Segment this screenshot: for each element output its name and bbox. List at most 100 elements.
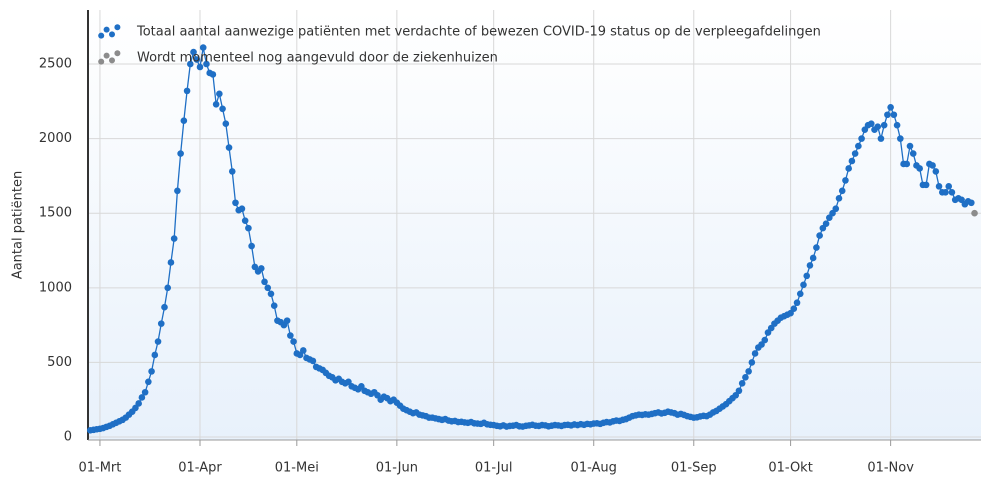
data-point [299, 347, 307, 354]
data-point [855, 142, 862, 150]
data-point [948, 189, 956, 196]
x-tick-label: 01-Aug [571, 461, 617, 476]
data-point [219, 105, 226, 113]
data-point [212, 100, 220, 108]
data-point [897, 135, 904, 142]
data-point [893, 121, 901, 129]
grid [88, 10, 981, 440]
data-point [813, 244, 820, 251]
plot-background [88, 10, 981, 440]
data-point [803, 272, 811, 280]
data-point [248, 242, 255, 250]
data-point [761, 336, 769, 344]
legend-label: Totaal aantal aanwezige patiënten met ve… [136, 25, 821, 40]
data-point [809, 254, 817, 262]
legend-symbol [98, 32, 105, 39]
legend-symbol [98, 58, 105, 65]
data-point [793, 299, 801, 307]
data-point [822, 220, 830, 227]
x-tick-label: 01-Mei [275, 461, 319, 476]
data-point [222, 120, 230, 127]
data-point [922, 181, 930, 189]
data-point [748, 359, 756, 366]
data-point [196, 63, 204, 71]
data-point [838, 187, 846, 195]
data-point [929, 162, 936, 169]
legend-symbol [114, 24, 121, 31]
legend-symbol [109, 57, 115, 64]
data-point [735, 387, 743, 395]
legend-symbol [103, 26, 110, 33]
data-point [241, 217, 249, 224]
data-point [190, 48, 197, 56]
data-point [180, 117, 188, 125]
data-point [842, 177, 849, 184]
data-point [177, 150, 184, 157]
x-tick-label: 01-Jun [376, 461, 418, 476]
data-point [216, 90, 223, 98]
y-tick-label: 500 [47, 355, 72, 370]
data-point [796, 290, 804, 298]
x-tick-label: 01-Jul [475, 461, 513, 476]
data-point [745, 368, 752, 375]
data-point [790, 305, 798, 313]
data-point [932, 168, 940, 175]
data-point [887, 103, 894, 111]
data-point [267, 290, 275, 298]
data-point [971, 209, 978, 217]
data-point [145, 378, 152, 386]
data-point [167, 259, 175, 266]
data-point [848, 157, 856, 165]
data-point [290, 338, 297, 345]
data-point [845, 165, 852, 172]
data-point [884, 111, 891, 119]
data-point [174, 187, 181, 195]
data-point [287, 332, 294, 339]
x-tick-label: 01-Nov [867, 461, 914, 476]
legend-label: Wordt momenteel nog aangevuld door de zi… [137, 51, 498, 66]
legend-symbol [114, 50, 121, 57]
legend-symbol [109, 31, 115, 38]
data-point [264, 284, 272, 292]
data-point [751, 350, 759, 357]
data-point [858, 135, 865, 142]
y-tick-label: 1000 [39, 280, 72, 295]
data-point [164, 284, 172, 292]
data-point [890, 111, 898, 119]
data-point [141, 388, 149, 396]
data-point [238, 205, 246, 213]
data-point [909, 150, 917, 157]
data-point [161, 303, 168, 311]
data-point [738, 380, 746, 387]
data-point [945, 183, 953, 190]
y-axis-label: Aantal patiënten [11, 171, 26, 279]
data-point [968, 199, 975, 207]
data-point [867, 120, 875, 127]
data-point [203, 60, 210, 68]
data-point [157, 320, 165, 327]
data-point [903, 160, 911, 168]
x-tick-label: 01-Okt [768, 461, 812, 476]
data-point [880, 121, 888, 129]
data-point [154, 338, 162, 345]
data-point [232, 199, 239, 207]
data-point [209, 71, 217, 78]
x-tick-label: 01-Mrt [78, 461, 121, 476]
data-point [138, 394, 146, 401]
data-point [187, 60, 194, 68]
data-point [800, 281, 807, 289]
data-point [935, 183, 943, 190]
data-point [832, 205, 840, 213]
x-tick-label: 01-Sep [671, 461, 717, 476]
data-point [283, 317, 291, 324]
marks [86, 44, 978, 434]
y-tick-label: 2000 [39, 131, 72, 146]
data-point [835, 194, 843, 202]
data-point [225, 144, 233, 151]
legend: Totaal aantal aanwezige patiënten met ve… [98, 24, 821, 66]
y-tick-label: 1500 [39, 206, 72, 221]
y-tick-label: 0 [64, 430, 72, 445]
data-point [742, 374, 749, 381]
